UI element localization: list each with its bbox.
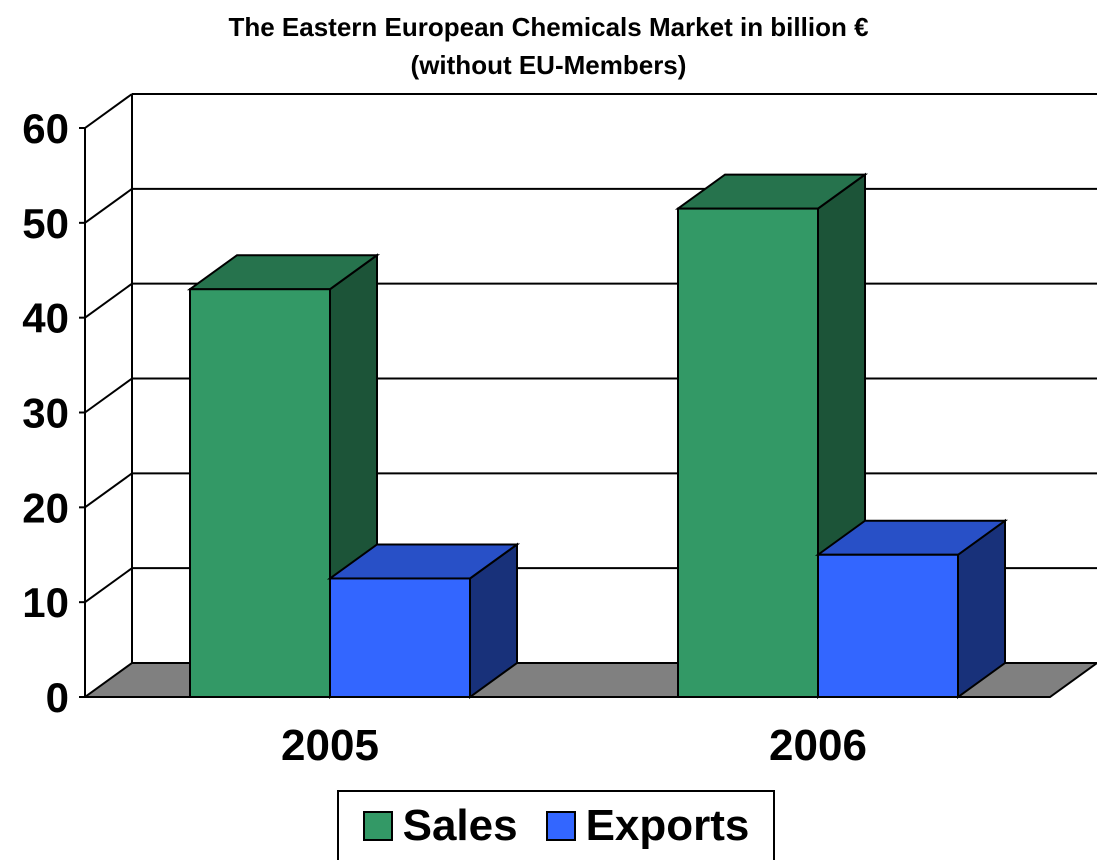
- legend-swatch-sales: [362, 811, 393, 841]
- y-tick-label: 10: [22, 579, 69, 626]
- chart-title-block: The Eastern European Chemicals Market in…: [0, 8, 1097, 84]
- chart-title: The Eastern European Chemicals Market in…: [228, 12, 869, 42]
- legend-item-sales: Sales: [362, 801, 518, 851]
- chart-canvas: 0 10 20 30 40 50 60 2005 2006: [22, 93, 1097, 770]
- chart-legend: Sales Exports: [337, 790, 775, 860]
- y-tick-label: 20: [22, 484, 69, 531]
- y-tick-label: 40: [22, 295, 69, 342]
- side-gridline: [84, 188, 133, 224]
- y-tick-label: 30: [22, 390, 69, 437]
- x-tick-label: 2006: [769, 721, 867, 770]
- y-tick-label: 60: [22, 105, 69, 152]
- side-gridline: [84, 567, 133, 603]
- exports-bar-2006: [817, 553, 959, 698]
- side-gridline: [84, 282, 133, 319]
- legend-swatch-exports: [545, 811, 576, 841]
- side-gridline: [84, 93, 133, 129]
- side-gridline: [84, 377, 133, 414]
- legend-label-sales: Sales: [402, 801, 518, 850]
- legend-label-exports: Exports: [585, 801, 750, 850]
- y-tick-label: 50: [22, 200, 69, 247]
- exports-bar-2005: [329, 577, 471, 698]
- x-tick-label: 2005: [281, 721, 379, 770]
- side-gridline: [84, 472, 133, 509]
- y-tick-label: 0: [46, 674, 69, 721]
- sales-bar-2005: [189, 288, 331, 698]
- legend-item-exports: Exports: [545, 801, 750, 851]
- sales-bar-2006: [677, 207, 819, 698]
- chart-subtitle: (without EU-Members): [410, 50, 687, 80]
